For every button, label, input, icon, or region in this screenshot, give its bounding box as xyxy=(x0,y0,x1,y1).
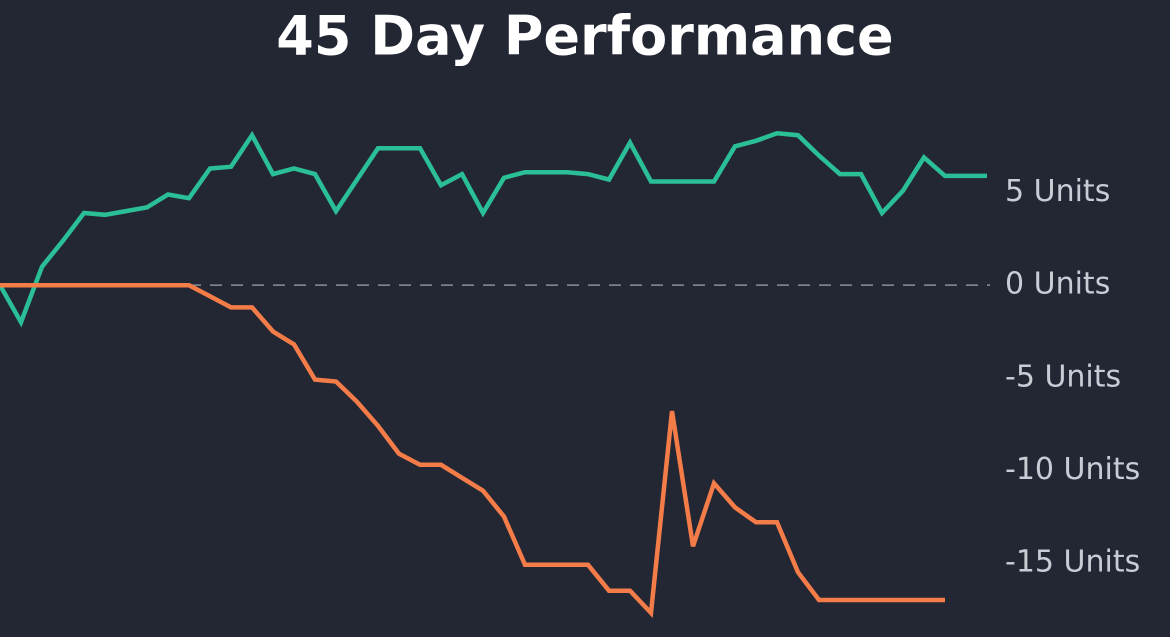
y-tick-label: 5 Units xyxy=(1005,174,1110,209)
chart-title: 45 Day Performance xyxy=(276,5,893,68)
y-tick-label: 0 Units xyxy=(1005,267,1110,302)
y-tick-label: -15 Units xyxy=(1005,544,1140,579)
y-tick-label: -10 Units xyxy=(1005,452,1140,487)
y-tick-label: -5 Units xyxy=(1005,359,1121,394)
series-line xyxy=(0,282,945,619)
series-line xyxy=(0,130,987,328)
